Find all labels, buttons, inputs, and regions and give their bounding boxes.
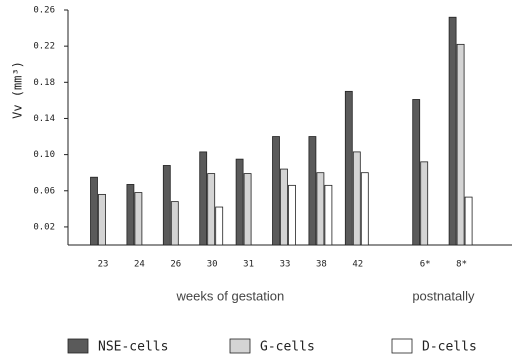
bar [344,90,353,246]
bar [420,161,429,246]
x-tick-label: 33 [280,260,291,270]
bar [288,184,296,246]
bar [170,201,179,246]
y-tick-label: 0.14 [33,114,55,124]
x-tick-label: 42 [352,260,363,270]
bar [412,99,421,246]
bar [215,206,224,246]
legend-label: NSE-cells [98,340,168,355]
y-tick-label: 0.26 [33,6,55,16]
bar [207,173,216,246]
bar [243,173,252,246]
group-label: postnatally [412,288,475,303]
y-axis-label: Vv (mm³) [11,61,25,119]
x-tick-label: 26 [170,260,181,270]
legend-label: D-cells [422,340,477,355]
x-tick-label: 24 [134,260,145,270]
group-label: weeks of gestation [176,288,285,303]
y-tick-label: 0.02 [33,222,55,232]
bar [162,165,171,246]
bar [324,184,333,246]
legend-swatch [391,338,413,354]
bar [98,193,106,246]
legend-swatch [67,338,89,354]
legend-label: G-cells [260,340,315,355]
bar [235,158,244,246]
x-tick-label: 30 [207,260,218,270]
bar [134,192,143,246]
bar [464,196,473,246]
x-tick-label: 6* [420,260,431,270]
bar [126,184,135,246]
bar [280,168,288,246]
bar [272,136,280,246]
x-tick-label: 23 [98,260,109,270]
bar [360,172,369,246]
y-tick-label: 0.22 [33,42,55,52]
bar [199,151,208,246]
bar [352,151,361,246]
legend-swatch [229,338,251,354]
bar [456,43,465,246]
x-tick-label: 8* [456,260,467,270]
y-tick-label: 0.18 [33,78,55,88]
bar [308,136,317,246]
bar [448,16,457,246]
bar [90,176,98,246]
x-tick-label: 38 [316,260,327,270]
x-tick-label: 31 [243,260,254,270]
y-tick-label: 0.06 [33,186,55,196]
y-tick-label: 0.10 [33,150,55,160]
bar [316,172,325,246]
